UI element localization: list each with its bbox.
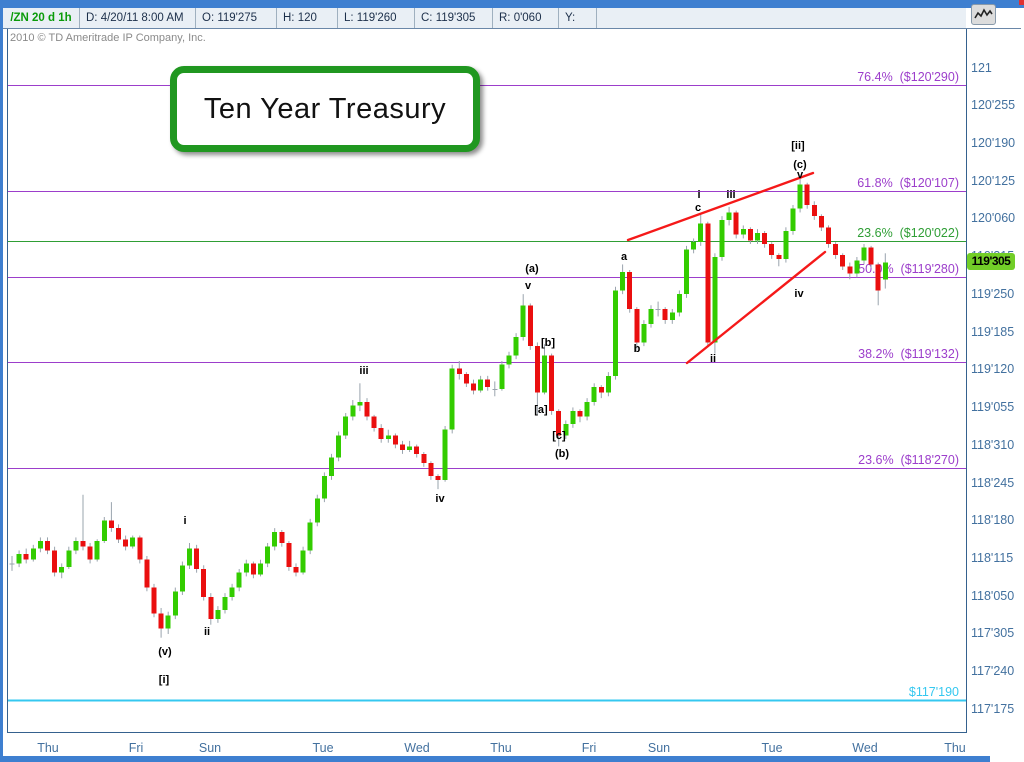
chart-title-box: Ten Year Treasury	[170, 66, 480, 152]
symbol-text: /ZN 20 d 1h	[10, 12, 72, 24]
price-axis-label: 119'185	[971, 324, 1015, 339]
price-axis-label: 119'055	[971, 400, 1015, 415]
time-axis-label: Thu	[944, 741, 966, 755]
time-axis-label: Thu	[37, 741, 59, 755]
close-field: C: 119'305	[415, 8, 493, 28]
high-field: H: 120	[277, 8, 338, 28]
time-axis-label: Tue	[312, 741, 334, 755]
time-axis-label: Fri	[581, 741, 597, 755]
price-axis-label: 119'120	[971, 362, 1015, 377]
price-axis-label: 120'190	[971, 136, 1016, 151]
fib-level-label: 38.2% ($119'132)	[858, 346, 959, 361]
time-axis-label: Wed	[404, 741, 430, 755]
time-axis-label: Fri	[128, 741, 144, 755]
low-field: L: 119'260	[338, 8, 415, 28]
chart-title: Ten Year Treasury	[203, 92, 447, 125]
time-axis-label: Wed	[852, 741, 878, 755]
trend-line[interactable]	[626, 171, 815, 242]
price-axis-label: 120'255	[971, 98, 1016, 113]
y-field: Y:	[559, 8, 597, 28]
price-axis-label: 117'175	[971, 701, 1015, 716]
window-frame-left	[0, 0, 3, 762]
time-axis-label: Sun	[198, 741, 222, 755]
corner-marker	[1019, 0, 1024, 5]
window-frame-bottom	[0, 756, 990, 762]
price-axis-label: 121	[971, 60, 992, 75]
price-axis-label: 120'060	[971, 211, 1016, 226]
price-axis-label: 118'180	[971, 513, 1015, 528]
date-field: D: 4/20/11 8:00 AM	[80, 8, 196, 28]
time-axis-label: Sun	[647, 741, 671, 755]
open-field: O: 119'275	[196, 8, 277, 28]
price-axis-label: 117'240	[971, 664, 1015, 679]
time-axis-label: Thu	[490, 741, 512, 755]
trend-line[interactable]	[685, 250, 827, 365]
symbol-field[interactable]: /ZN 20 d 1h	[3, 8, 80, 28]
price-axis-label: 117'305	[971, 626, 1015, 641]
fib-level-label: 76.4% ($120'290)	[857, 69, 959, 84]
price-axis-column	[966, 8, 1024, 756]
price-axis-label: 118'050	[971, 588, 1015, 603]
support-level-label: $117'190	[908, 684, 959, 699]
range-field: R: 0'060	[493, 8, 559, 28]
price-axis-label: 120'125	[971, 173, 1016, 188]
price-axis-label: 118'115	[971, 550, 1014, 565]
fib-level-label: 23.6% ($118'270)	[858, 452, 959, 467]
copyright-text: 2010 © TD Ameritrade IP Company, Inc.	[10, 32, 206, 44]
chart-style-button[interactable]	[971, 4, 996, 25]
price-axis-label: 118'245	[971, 475, 1015, 490]
last-price-marker: 119'305	[967, 252, 1015, 270]
time-axis-label: Tue	[761, 741, 783, 755]
fib-level-label: 61.8% ($120'107)	[857, 175, 959, 190]
window-frame-top	[0, 0, 1024, 8]
fib-level-label: 23.6% ($120'022)	[857, 225, 959, 240]
candlestick-chart-icon	[974, 8, 993, 19]
price-axis-label: 119'250	[971, 286, 1015, 301]
price-axis-label: 118'310	[971, 437, 1015, 452]
